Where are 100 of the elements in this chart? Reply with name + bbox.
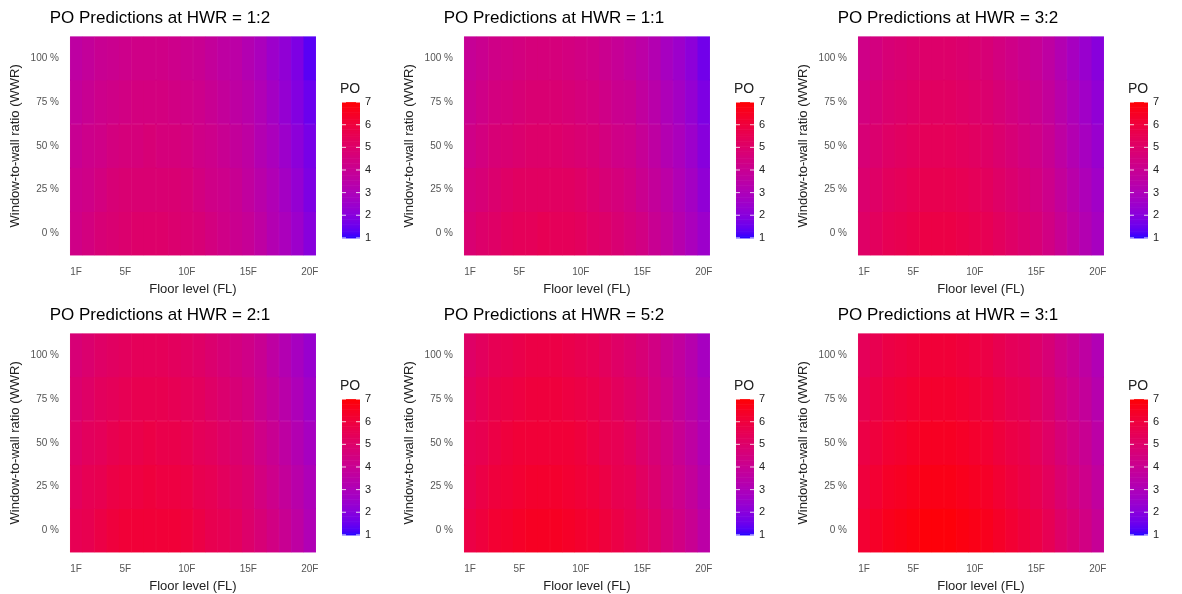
x-tick-label: 15F xyxy=(1027,266,1045,278)
color-bar-label: 7 xyxy=(1153,392,1160,405)
x-tick-label: 20F xyxy=(695,563,713,575)
color-bar-label: 4 xyxy=(1153,163,1160,176)
color-bar-label: 5 xyxy=(759,140,766,153)
y-tick-label: 100 % xyxy=(424,52,454,64)
color-bar-label: 5 xyxy=(1153,437,1160,450)
color-bar-title: PO xyxy=(734,376,755,393)
x-tick-label: 10F xyxy=(572,563,590,575)
color-bar-label: 7 xyxy=(759,95,766,108)
y-tick-label: 50 % xyxy=(36,436,60,448)
color-bar-title: PO xyxy=(1128,376,1149,393)
color-bar-label: 6 xyxy=(759,117,766,130)
y-axis-title: Window-to-wall ratio (WWR) xyxy=(7,361,23,525)
x-tick-label: 10F xyxy=(966,266,984,278)
color-bar-label: 2 xyxy=(365,505,372,518)
x-tick-label: 10F xyxy=(178,266,196,278)
y-tick-label: 25 % xyxy=(36,480,60,492)
color-bar-title: PO xyxy=(1128,79,1149,96)
color-bar-label: 5 xyxy=(759,437,766,450)
chart-title: PO Predictions at HWR = 5:2 xyxy=(443,304,665,324)
color-bar-label: 1 xyxy=(1153,230,1160,243)
color-bar-label: 6 xyxy=(1153,414,1160,427)
x-axis-title: Floor level (FL) xyxy=(543,280,631,296)
y-tick-label: 100 % xyxy=(424,349,454,361)
x-tick-label: 1F xyxy=(858,266,870,278)
color-bar-label: 4 xyxy=(759,163,766,176)
x-tick-label: 15F xyxy=(1027,563,1045,575)
y-tick-label: 75 % xyxy=(36,392,60,404)
x-axis-title: Floor level (FL) xyxy=(149,577,237,593)
color-bar-title: PO xyxy=(734,79,755,96)
color-bar-label: 3 xyxy=(365,185,372,198)
x-tick-label: 1F xyxy=(70,266,82,278)
color-bar-label: 3 xyxy=(759,482,766,495)
x-tick-label: 5F xyxy=(907,563,920,575)
x-axis-title: Floor level (FL) xyxy=(149,280,237,296)
x-tick-label: 1F xyxy=(858,563,870,575)
y-tick-label: 75 % xyxy=(36,95,60,107)
x-tick-label: 5F xyxy=(119,266,132,278)
y-tick-label: 50 % xyxy=(36,139,60,151)
x-tick-label: 20F xyxy=(1089,266,1107,278)
x-axis-title: Floor level (FL) xyxy=(543,577,631,593)
y-tick-label: 100 % xyxy=(30,349,60,361)
y-axis-title: Window-to-wall ratio (WWR) xyxy=(795,64,811,228)
color-bar-label: 6 xyxy=(365,414,372,427)
y-tick-label: 0 % xyxy=(41,227,60,239)
color-bar-label: 5 xyxy=(365,140,372,153)
x-tick-label: 15F xyxy=(633,563,651,575)
chart-title: PO Predictions at HWR = 3:1 xyxy=(837,304,1059,324)
y-tick-label: 0 % xyxy=(829,524,848,536)
color-bar-label: 7 xyxy=(365,392,372,405)
x-tick-label: 20F xyxy=(695,266,713,278)
color-bar-label: 5 xyxy=(365,437,372,450)
y-tick-label: 0 % xyxy=(41,524,60,536)
x-axis-title: Floor level (FL) xyxy=(937,577,1025,593)
y-tick-label: 25 % xyxy=(430,183,454,195)
color-bar-label: 7 xyxy=(1153,95,1160,108)
color-bar-label: 7 xyxy=(759,392,766,405)
color-bar-label: 4 xyxy=(1153,460,1160,473)
y-tick-label: 25 % xyxy=(430,480,454,492)
color-bar-label: 2 xyxy=(365,208,372,221)
color-bar-label: 3 xyxy=(365,482,372,495)
color-bar-label: 2 xyxy=(1153,505,1160,518)
x-tick-label: 20F xyxy=(301,563,319,575)
chart-title: PO Predictions at HWR = 1:1 xyxy=(443,7,665,27)
color-bar-label: 1 xyxy=(759,527,766,540)
y-tick-label: 0 % xyxy=(829,227,848,239)
y-tick-label: 75 % xyxy=(824,95,848,107)
x-tick-label: 20F xyxy=(1089,563,1107,575)
y-tick-label: 50 % xyxy=(824,139,848,151)
y-tick-label: 75 % xyxy=(824,392,848,404)
x-tick-label: 10F xyxy=(966,563,984,575)
y-axis-title: Window-to-wall ratio (WWR) xyxy=(401,64,417,228)
color-bar-label: 3 xyxy=(1153,482,1160,495)
color-bar-label: 4 xyxy=(759,460,766,473)
y-tick-label: 100 % xyxy=(818,349,848,361)
y-axis-title: Window-to-wall ratio (WWR) xyxy=(401,361,417,525)
color-bar-label: 1 xyxy=(365,230,372,243)
y-tick-label: 100 % xyxy=(818,52,848,64)
chart-title: PO Predictions at HWR = 3:2 xyxy=(837,7,1059,27)
x-tick-label: 5F xyxy=(907,266,920,278)
color-bar-label: 2 xyxy=(759,208,766,221)
color-bar-label: 7 xyxy=(365,95,372,108)
x-tick-label: 15F xyxy=(633,266,651,278)
chart-title: PO Predictions at HWR = 2:1 xyxy=(49,304,271,324)
color-bar-label: 2 xyxy=(1153,208,1160,221)
y-tick-label: 50 % xyxy=(824,436,848,448)
color-bar-label: 1 xyxy=(759,230,766,243)
color-bar-label: 3 xyxy=(759,185,766,198)
y-tick-label: 25 % xyxy=(36,183,60,195)
color-bar-title: PO xyxy=(340,79,361,96)
x-tick-label: 5F xyxy=(119,563,132,575)
color-bar-label: 5 xyxy=(1153,140,1160,153)
color-bar-label: 6 xyxy=(1153,117,1160,130)
x-tick-label: 1F xyxy=(464,563,476,575)
x-tick-label: 10F xyxy=(572,266,590,278)
color-bar-label: 4 xyxy=(365,163,372,176)
x-tick-label: 20F xyxy=(301,266,319,278)
y-tick-label: 75 % xyxy=(430,392,454,404)
color-bar-label: 3 xyxy=(1153,185,1160,198)
